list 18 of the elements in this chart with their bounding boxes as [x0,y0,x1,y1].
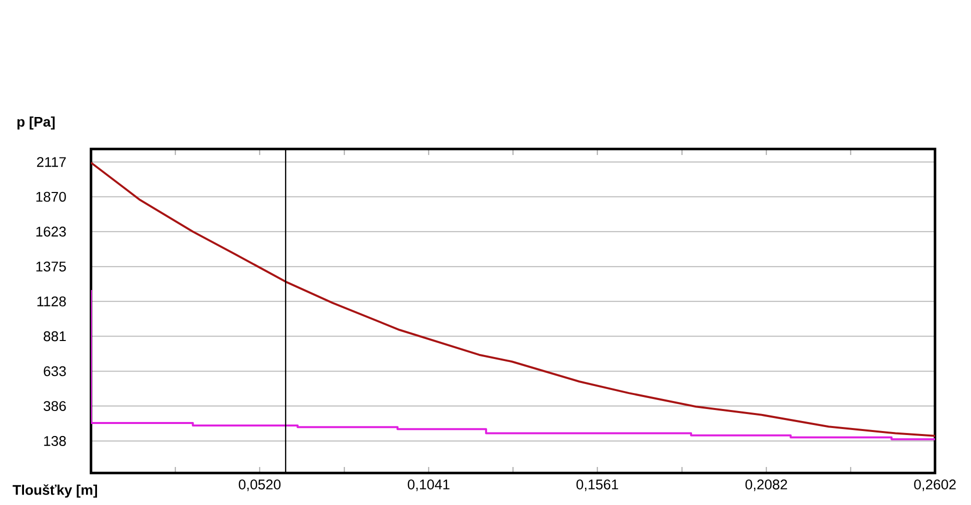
y-tick-label: 1128 [37,296,66,306]
x-tick-label: 0,1561 [576,480,618,492]
y-axis-title: p [Pa] [17,116,55,130]
y-tick-label: 1870 [36,192,66,202]
y-tick-label: 138 [44,436,66,446]
y-tick-label: 1375 [36,262,66,272]
x-tick-label: 0,2082 [745,480,788,492]
y-tick-label: 881 [44,331,66,342]
x-tick-label: 0,2602 [914,480,956,492]
line-series [91,162,936,437]
x-axis-title: Tloušťky [m] [12,484,98,498]
y-tick-label: 386 [44,401,66,411]
y-tick-label: 1623 [36,226,66,237]
y-tick-label: 2117 [37,157,66,167]
x-tick-label: 0,0520 [238,480,281,492]
x-tick-label: 0,1041 [408,480,450,492]
line-series [91,288,936,440]
y-tick-label: 633 [44,366,66,376]
